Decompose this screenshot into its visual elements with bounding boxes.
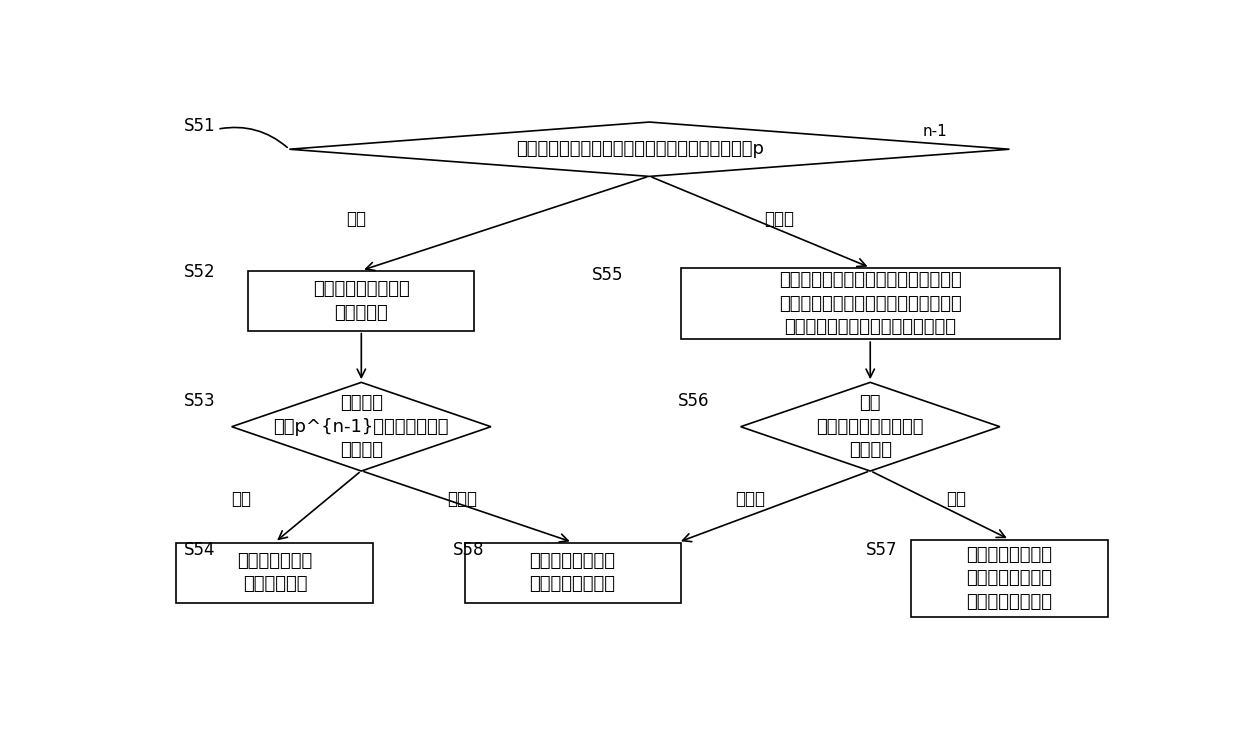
Text: 邻近峰值
点与p^{n-1}的差值是否小于
第二门限: 邻近峰值 点与p^{n-1}的差值是否小于 第二门限 (274, 394, 449, 459)
Text: 对峰值点集合、上一周期的对应峰值点
集合及上上周期的对应峰值点集合中的
峰值点进行遍历组合以找到目标组合: 对峰值点集合、上一周期的对应峰值点 集合及上上周期的对应峰值点集合中的 峰值点进… (779, 271, 961, 337)
Bar (911, 539, 1108, 617)
Text: 将目标组合中对应
峰值点集合的峰值
点作为真实峰值点: 将目标组合中对应 峰值点集合的峰值 点作为真实峰值点 (966, 545, 1052, 611)
Text: 不包括: 不包括 (764, 210, 794, 228)
Polygon shape (232, 383, 491, 471)
Bar (465, 542, 680, 603)
Text: S52: S52 (183, 263, 216, 282)
Text: n-1: n-1 (923, 124, 948, 139)
Text: 上一周期的对应峰值点集合中是否包括有效峰值点p: 上一周期的对应峰值点集合中是否包括有效峰值点p (515, 140, 763, 158)
Text: 目标
组合的标准差是否小于
第三门限: 目标 组合的标准差是否小于 第三门限 (817, 394, 924, 459)
Text: S57: S57 (866, 541, 897, 559)
Text: S56: S56 (678, 392, 710, 410)
Text: 包括: 包括 (347, 210, 367, 228)
Bar (176, 542, 373, 603)
Text: 在峰值点集合中寻找
邻近峰值点: 在峰值点集合中寻找 邻近峰值点 (313, 280, 410, 322)
Bar (249, 270, 475, 331)
Text: 小于: 小于 (947, 490, 966, 508)
Text: 小于: 小于 (232, 490, 252, 508)
Text: S54: S54 (183, 541, 216, 559)
Polygon shape (741, 383, 1000, 471)
Text: 判定峰值点集合中
不包括有效峰值点: 判定峰值点集合中 不包括有效峰值点 (529, 552, 616, 594)
Text: S53: S53 (183, 392, 216, 410)
Text: 将邻近峰值点作
为真实峰值点: 将邻近峰值点作 为真实峰值点 (238, 552, 312, 594)
Text: 不小于: 不小于 (735, 490, 766, 508)
Polygon shape (290, 122, 1010, 176)
Text: S58: S58 (452, 541, 484, 559)
Text: 不小于: 不小于 (447, 490, 477, 508)
Text: S51: S51 (183, 117, 216, 135)
Bar (680, 268, 1059, 340)
Text: S55: S55 (592, 266, 623, 284)
